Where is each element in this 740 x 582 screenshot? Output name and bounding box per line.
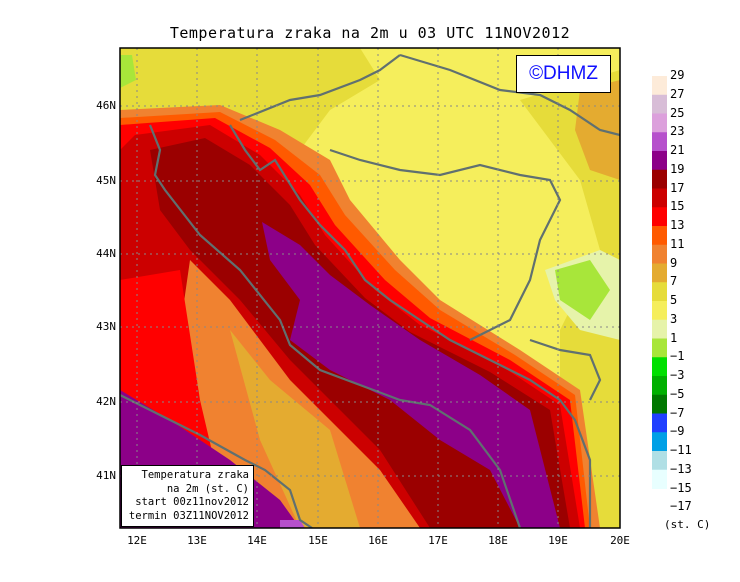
legend-swatch	[652, 207, 667, 227]
legend-swatch	[652, 76, 667, 96]
legend-label: 17	[670, 180, 685, 195]
band-m1-1-nw	[120, 55, 136, 88]
legend-label: −13	[670, 461, 692, 476]
italy-coast	[120, 394, 313, 528]
legend-label: 5	[670, 293, 678, 307]
legend-swatch	[652, 394, 667, 414]
lon-label: 17E	[428, 534, 448, 547]
legend-label: 19	[670, 161, 685, 176]
band-5-7	[120, 48, 380, 150]
legend-label: −5	[670, 386, 685, 401]
border-croatia-bih	[329, 148, 562, 341]
legend-swatch	[652, 301, 667, 321]
lat-label: 43N	[96, 320, 116, 333]
legend-swatch	[652, 451, 667, 471]
legend-label: 29	[670, 68, 685, 82]
legend-label: −3	[670, 368, 685, 382]
legend-swatch	[652, 244, 667, 264]
graticule	[120, 48, 620, 528]
legend-swatch	[652, 319, 667, 339]
border-north	[399, 53, 620, 137]
legend-label: −17	[670, 499, 692, 514]
legend-unit: (st. C)	[664, 518, 711, 531]
border-slovenia	[239, 54, 401, 122]
legend-label: 27	[670, 86, 685, 101]
lat-label: 41N	[96, 469, 116, 482]
lat-label: 45N	[96, 174, 116, 187]
info-line: na 2m (st. C)	[166, 482, 249, 495]
lat-label: 44N	[96, 247, 116, 260]
legend-swatch	[652, 113, 667, 133]
legend-label: 1	[670, 330, 678, 345]
lon-label: 12E	[127, 534, 147, 547]
map-title: Temperatura zraka na 2m u 03 UTC 11NOV20…	[169, 24, 571, 42]
legend-label: −15	[670, 480, 692, 495]
lon-label: 14E	[247, 534, 267, 547]
info-line: termin 03Z11NOV2012	[128, 509, 249, 522]
legend-swatch	[652, 169, 667, 189]
legend-swatch	[652, 263, 667, 283]
legend-swatch	[652, 338, 667, 358]
legend-swatch	[652, 376, 667, 396]
legend-label: 13	[670, 218, 685, 232]
band-5-7-east	[520, 70, 620, 528]
map-frame	[119, 47, 621, 529]
legend-label: 25	[670, 105, 685, 120]
lon-label: 19E	[548, 534, 568, 547]
band-21-23	[280, 520, 305, 528]
legend-swatch	[652, 469, 667, 489]
legend-label: 23	[670, 124, 685, 139]
legend-swatch	[652, 282, 667, 302]
legend-swatch	[652, 432, 667, 452]
legend-label: 7	[670, 274, 678, 289]
croatia-coast	[229, 124, 592, 528]
legend-label: 15	[670, 199, 685, 214]
legend-label: 3	[670, 311, 678, 326]
legend-label: −11	[670, 443, 692, 457]
legend-label: 11	[670, 236, 685, 251]
lat-label: 42N	[96, 395, 116, 408]
lon-label: 13E	[187, 534, 207, 547]
italy-east-coast	[148, 124, 522, 528]
legend-label: −7	[670, 405, 685, 420]
coastlines-and-borders	[120, 53, 620, 528]
legend-swatch	[652, 226, 667, 246]
band-7-9-east	[575, 80, 620, 180]
legend-swatch	[652, 357, 667, 377]
legend-colorbar	[652, 76, 667, 489]
legend-label: 9	[670, 255, 678, 270]
legend-swatch	[652, 132, 667, 152]
info-line: Temperatura zraka	[141, 469, 249, 481]
lon-label: 20E	[610, 534, 630, 547]
legend-swatch	[652, 94, 667, 114]
legend-swatch	[652, 151, 667, 171]
legend-swatch	[652, 188, 667, 208]
lon-label: 16E	[368, 534, 388, 547]
legend-swatch	[652, 413, 667, 433]
lon-label: 15E	[308, 534, 328, 547]
info-line: start 00z11nov2012	[135, 496, 249, 508]
dhmz-logo: ©DHMZ	[516, 55, 611, 93]
border-montenegro	[529, 338, 602, 401]
band-7-9-italy	[230, 330, 360, 528]
lon-label: 18E	[488, 534, 508, 547]
legend-label: −1	[670, 349, 685, 364]
info-box: Temperatura zraka na 2m (st. C) start 00…	[121, 465, 254, 527]
legend-label: −9	[670, 424, 685, 439]
legend-label: 21	[670, 143, 685, 157]
lat-label: 46N	[96, 99, 116, 112]
band-m1-1	[555, 260, 610, 320]
